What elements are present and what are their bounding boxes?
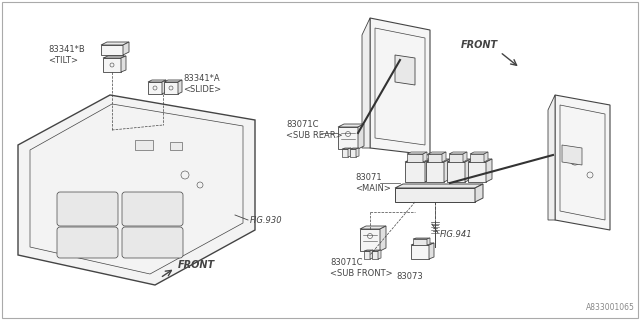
Bar: [148, 82, 162, 94]
FancyBboxPatch shape: [122, 192, 183, 226]
Text: FIG.941: FIG.941: [440, 229, 472, 238]
Text: 83071C
<SUB FRONT>: 83071C <SUB FRONT>: [330, 258, 392, 278]
Text: 83071C
<SUB REAR>: 83071C <SUB REAR>: [286, 120, 342, 140]
FancyBboxPatch shape: [57, 227, 118, 258]
Text: FRONT: FRONT: [461, 40, 498, 50]
Polygon shape: [356, 148, 359, 157]
Polygon shape: [444, 159, 450, 182]
Polygon shape: [358, 124, 364, 149]
Polygon shape: [484, 152, 488, 162]
Bar: [449, 154, 463, 162]
Polygon shape: [18, 95, 255, 285]
Polygon shape: [348, 148, 351, 157]
Text: FIG.930: FIG.930: [250, 215, 283, 225]
Polygon shape: [338, 124, 364, 127]
Polygon shape: [429, 243, 434, 259]
Polygon shape: [428, 152, 446, 154]
Text: 83073: 83073: [397, 272, 424, 281]
Polygon shape: [370, 250, 373, 259]
Polygon shape: [475, 184, 483, 202]
Polygon shape: [350, 148, 359, 149]
Polygon shape: [360, 226, 386, 229]
Bar: [428, 154, 442, 162]
Bar: [470, 154, 484, 162]
Bar: [350, 149, 356, 157]
Polygon shape: [364, 250, 373, 251]
Polygon shape: [470, 152, 488, 154]
Polygon shape: [101, 42, 129, 45]
Polygon shape: [378, 250, 381, 259]
Polygon shape: [447, 159, 471, 162]
Polygon shape: [548, 95, 555, 220]
Bar: [364, 251, 370, 259]
Polygon shape: [486, 159, 492, 182]
Polygon shape: [372, 250, 381, 251]
Polygon shape: [465, 159, 471, 182]
Polygon shape: [407, 152, 427, 154]
Polygon shape: [395, 55, 415, 85]
Polygon shape: [370, 18, 430, 155]
Polygon shape: [468, 159, 492, 162]
Bar: [407, 154, 423, 162]
Polygon shape: [562, 145, 582, 165]
Bar: [360, 229, 380, 251]
Bar: [170, 142, 182, 150]
Polygon shape: [427, 238, 430, 245]
Polygon shape: [178, 80, 182, 94]
Polygon shape: [121, 56, 126, 72]
Text: FRONT: FRONT: [178, 260, 215, 270]
Polygon shape: [148, 80, 166, 82]
Bar: [411, 245, 429, 259]
Bar: [103, 58, 121, 72]
Polygon shape: [162, 80, 166, 94]
Polygon shape: [103, 56, 126, 58]
Bar: [135, 140, 153, 150]
Text: 83071
<MAIN>: 83071 <MAIN>: [355, 172, 391, 193]
Polygon shape: [425, 159, 431, 182]
Bar: [426, 162, 444, 182]
Text: 83341*A
<SLIDE>: 83341*A <SLIDE>: [183, 74, 221, 94]
Polygon shape: [463, 152, 467, 162]
Polygon shape: [405, 159, 431, 162]
Polygon shape: [426, 159, 450, 162]
Bar: [405, 162, 425, 182]
Polygon shape: [442, 152, 446, 162]
Text: 83341*B
<TILT>: 83341*B <TILT>: [48, 44, 84, 65]
Polygon shape: [555, 95, 610, 230]
Bar: [468, 162, 486, 182]
Bar: [395, 188, 475, 202]
Polygon shape: [423, 152, 427, 162]
Bar: [338, 127, 358, 149]
Bar: [101, 45, 123, 55]
Polygon shape: [342, 148, 351, 149]
Polygon shape: [123, 42, 129, 55]
FancyBboxPatch shape: [122, 227, 183, 258]
Bar: [447, 162, 465, 182]
Bar: [413, 239, 427, 245]
Polygon shape: [411, 243, 434, 245]
Text: A833001065: A833001065: [586, 303, 635, 312]
Bar: [342, 149, 348, 157]
Polygon shape: [449, 152, 467, 154]
Bar: [164, 82, 178, 94]
Bar: [372, 251, 378, 259]
Polygon shape: [413, 238, 430, 239]
FancyBboxPatch shape: [57, 192, 118, 226]
Polygon shape: [395, 184, 483, 188]
Polygon shape: [380, 226, 386, 251]
Polygon shape: [164, 80, 182, 82]
Polygon shape: [362, 18, 370, 148]
